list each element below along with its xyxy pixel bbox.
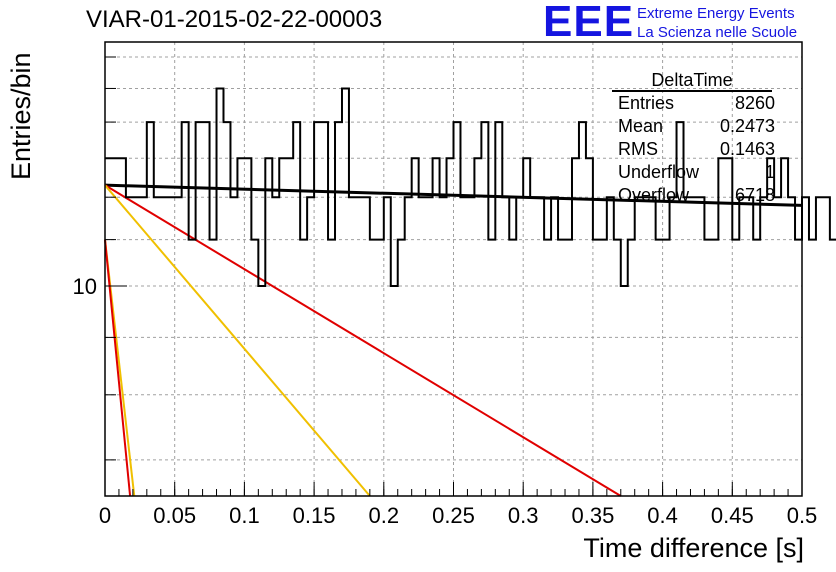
x-tick-label: 0.25 xyxy=(432,503,475,528)
x-tick-label: 0.35 xyxy=(571,503,614,528)
stats-label: Underflow xyxy=(618,162,700,182)
fit-curve xyxy=(104,183,803,207)
x-tick-label: 0.5 xyxy=(787,503,818,528)
stats-value: 8260 xyxy=(734,93,775,113)
x-tick-label: 0.45 xyxy=(711,503,754,528)
y-axis-label: Entries/bin xyxy=(6,52,36,180)
stats-title: DeltaTime xyxy=(612,70,772,92)
stats-row-mean: Mean 0.2473 xyxy=(612,115,775,138)
x-tick-label: 0 xyxy=(99,503,111,528)
stats-row-rms: RMS 0.1463 xyxy=(612,138,775,161)
axis-ticks: 0 0.05 0.1 0.15 0.2 0.25 0.3 0.35 0.4 0.45 0.5 10 xyxy=(73,56,818,528)
stats-row-overflow: Overflow 6718 xyxy=(612,184,775,207)
stats-value: 6718 xyxy=(734,185,775,205)
logo-line-2: La Scienza nelle Scuole xyxy=(637,24,798,41)
stats-row-underflow: Underflow 1 xyxy=(612,161,775,184)
stats-row-entries: Entries 8260 xyxy=(612,92,775,115)
x-axis-label: Time difference [s] xyxy=(583,533,804,563)
x-tick-label: 0.4 xyxy=(647,503,678,528)
chart-title: VIAR-01-2015-02-22-00003 xyxy=(86,6,383,33)
stats-label: Entries xyxy=(618,93,675,113)
fit-curves xyxy=(104,183,803,497)
x-tick-label: 0.15 xyxy=(293,503,336,528)
stats-value: 1 xyxy=(764,162,775,182)
x-tick-label: 0.2 xyxy=(369,503,400,528)
logo-caption: Extreme Energy Events La Scienza nelle S… xyxy=(637,4,797,42)
stats-label: Overflow xyxy=(618,185,690,205)
stats-value: 0.1463 xyxy=(719,139,775,159)
fit-curve xyxy=(104,239,132,497)
y-tick-label: 10 xyxy=(73,274,97,299)
x-tick-label: 0.1 xyxy=(229,503,260,528)
stats-label: RMS xyxy=(618,139,658,159)
logo-line-1: Extreme Energy Events xyxy=(637,5,795,22)
x-tick-label: 0.05 xyxy=(153,503,196,528)
fit-curve xyxy=(104,184,371,497)
stats-box: DeltaTime Entries 8260 Mean 0.2473 RMS 0… xyxy=(612,70,782,207)
eee-logo: EEE xyxy=(543,0,635,46)
fit-curve xyxy=(104,184,622,497)
stats-value: 0.2473 xyxy=(719,116,775,136)
stats-label: Mean xyxy=(618,116,664,136)
x-tick-label: 0.3 xyxy=(508,503,539,528)
